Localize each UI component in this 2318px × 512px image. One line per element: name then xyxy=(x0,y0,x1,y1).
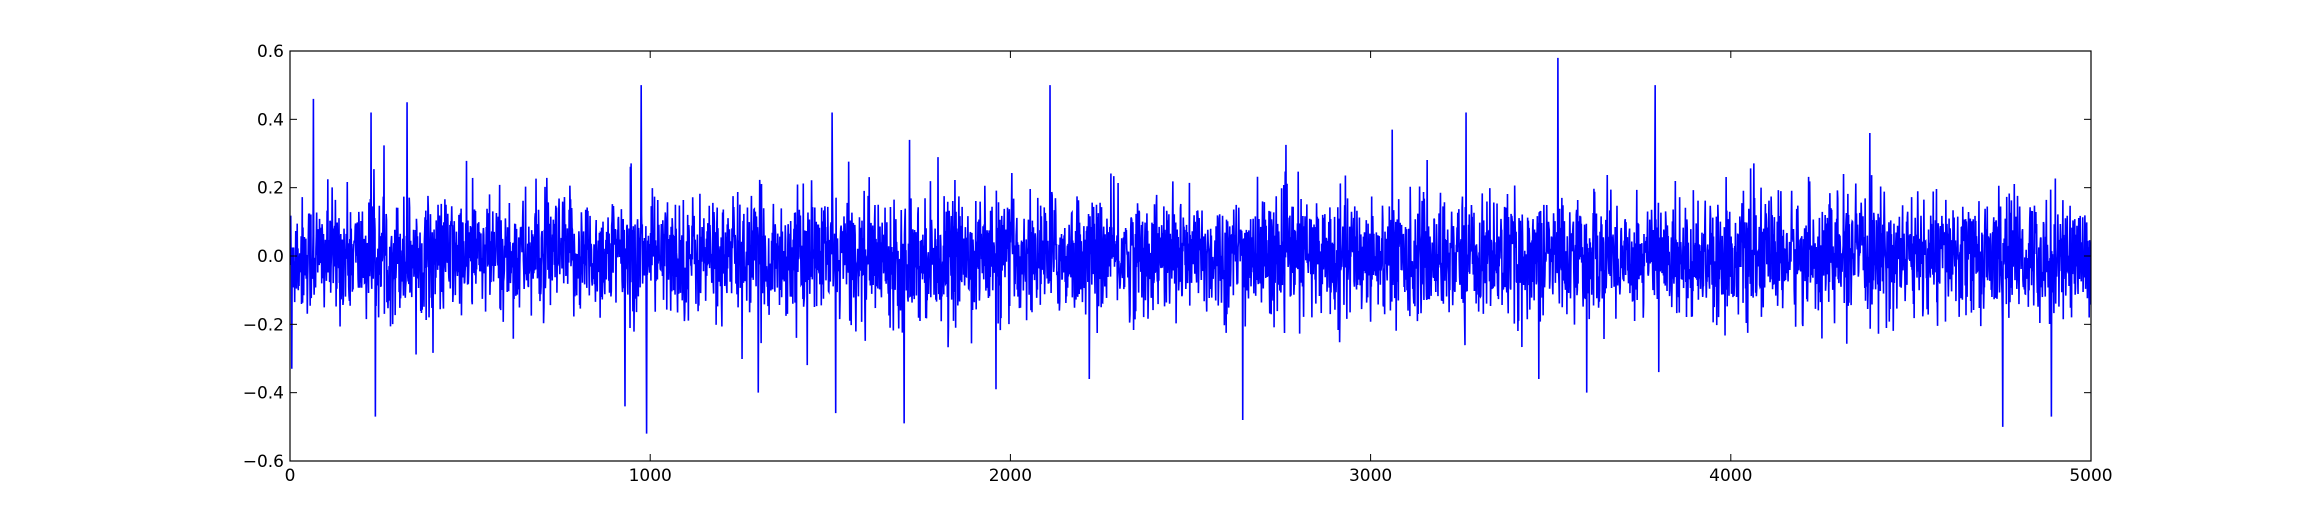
x-tick-label: 1000 xyxy=(629,466,672,486)
y-tick-label: −0.2 xyxy=(243,315,284,335)
x-tick-label: 3000 xyxy=(1349,466,1392,486)
y-tick-label: 0.4 xyxy=(257,110,284,130)
y-tick-label: −0.4 xyxy=(243,384,284,404)
y-tick-label: 0.6 xyxy=(257,42,284,62)
x-tick-label: 4000 xyxy=(1709,466,1752,486)
y-tick-label: 0.2 xyxy=(257,179,284,199)
y-tick-label: 0.0 xyxy=(257,247,284,267)
x-tick-label: 2000 xyxy=(989,466,1032,486)
x-tick-label: 0 xyxy=(285,466,296,486)
y-axis: −0.6 −0.4 −0.2 0.0 0.2 0.4 0.6 xyxy=(243,42,2091,472)
series-line xyxy=(290,57,2091,434)
y-tick-label: −0.6 xyxy=(243,452,284,472)
x-tick-label: 5000 xyxy=(2069,466,2112,486)
plot-area xyxy=(290,57,2091,434)
x-axis: 0 1000 2000 3000 4000 5000 xyxy=(285,51,2113,486)
